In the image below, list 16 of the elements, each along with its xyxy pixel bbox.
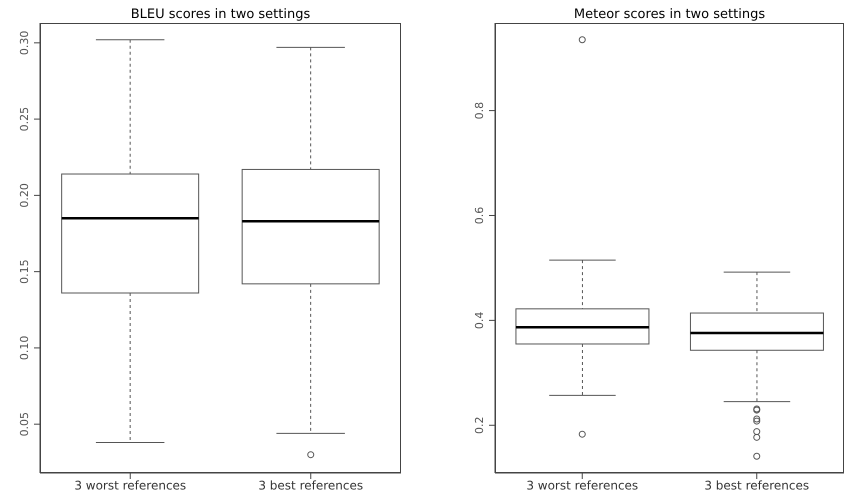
y-tick-label: 0.4 bbox=[473, 312, 486, 330]
y-tick-label: 0.20 bbox=[18, 183, 31, 208]
chart-title: Meteor scores in two settings bbox=[572, 7, 766, 22]
x-tick-label: 3 worst references bbox=[526, 478, 638, 493]
y-tick-label: 0.15 bbox=[18, 259, 31, 284]
x-tick-label: 3 best references bbox=[704, 478, 810, 493]
y-tick-label: 0.6 bbox=[473, 206, 486, 224]
y-tick-label: 0.10 bbox=[18, 336, 31, 360]
y-tick-label: 0.8 bbox=[473, 102, 486, 120]
y-tick-label: 0.25 bbox=[18, 106, 31, 132]
y-tick-label: 0.2 bbox=[473, 416, 486, 434]
chart-title: BLEU scores in two settings bbox=[130, 7, 312, 22]
y-tick-label: 0.30 bbox=[18, 30, 31, 56]
x-tick-label: 3 worst references bbox=[74, 478, 186, 493]
x-tick-label: 3 best references bbox=[258, 478, 364, 493]
y-tick-label: 0.05 bbox=[18, 412, 31, 436]
